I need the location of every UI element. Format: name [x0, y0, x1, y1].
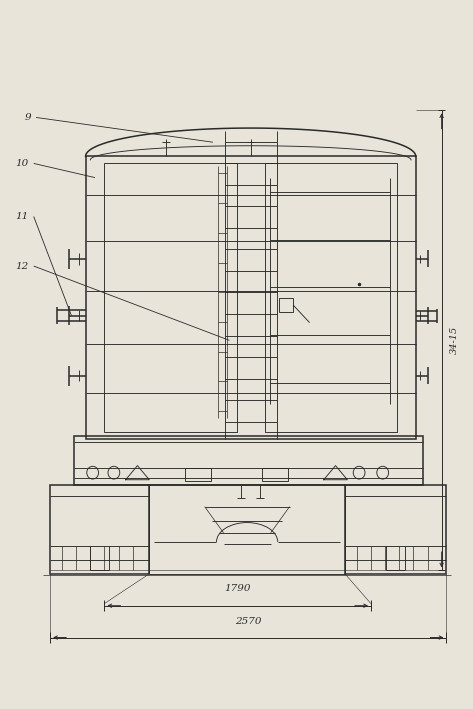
Bar [345, 486, 447, 574]
Bar [50, 486, 149, 574]
Bar [184, 469, 210, 481]
Text: 12: 12 [16, 262, 29, 271]
Text: 10: 10 [16, 159, 29, 168]
Text: 2570: 2570 [235, 618, 262, 626]
Bar [279, 298, 293, 312]
Bar [265, 164, 397, 432]
Text: 34-15: 34-15 [450, 326, 459, 354]
Text: 11: 11 [16, 212, 29, 221]
Bar [105, 164, 236, 432]
Bar [86, 157, 416, 440]
Bar [263, 469, 289, 481]
Text: 9: 9 [25, 113, 31, 122]
Bar [74, 436, 423, 486]
Text: 1790: 1790 [224, 584, 251, 593]
